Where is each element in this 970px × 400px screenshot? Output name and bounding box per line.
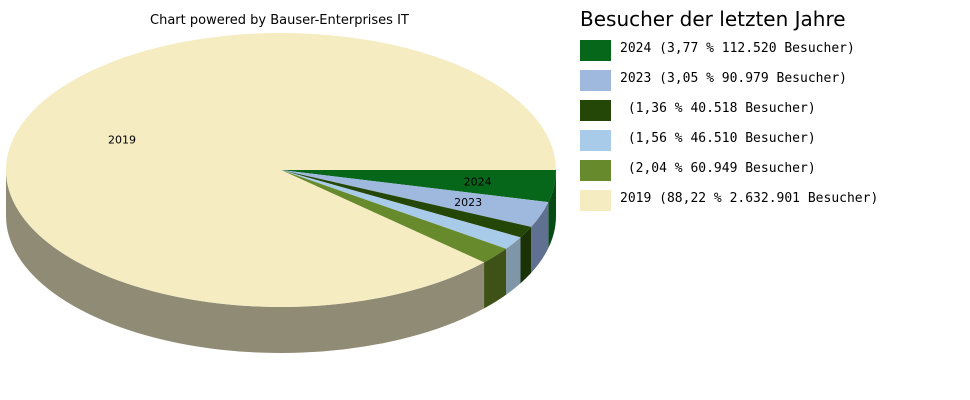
legend-label: (2,04 % 60.949 Besucher) bbox=[620, 161, 816, 176]
legend-label: 2019 (88,22 % 2.632.901 Besucher) bbox=[620, 191, 879, 206]
slice-label: 2019 bbox=[108, 133, 136, 146]
legend-swatch bbox=[580, 130, 611, 151]
pie-slice bbox=[281, 170, 549, 227]
pie-slice-side bbox=[6, 170, 485, 353]
legend-swatch bbox=[580, 40, 611, 61]
pie-slice bbox=[281, 170, 521, 249]
legend-label: (1,36 % 40.518 Besucher) bbox=[620, 101, 816, 116]
legend-swatch bbox=[580, 160, 611, 181]
pie-slice bbox=[6, 33, 556, 308]
pie-slice-side bbox=[520, 226, 532, 284]
legend: Besucher der letzten Jahre 2024 (3,77 % … bbox=[580, 6, 878, 220]
legend-title: Besucher der letzten Jahre bbox=[580, 7, 846, 31]
slice-label: 2024 bbox=[464, 176, 492, 189]
pie-slice bbox=[281, 170, 532, 238]
legend-label: 2023 (3,05 % 90.979 Besucher) bbox=[620, 71, 847, 86]
legend-swatch bbox=[580, 70, 611, 91]
legend-item-unlabeled-3: (2,04 % 60.949 Besucher) bbox=[580, 160, 878, 190]
legend-item-2024: 2024 (3,77 % 112.520 Besucher) bbox=[580, 40, 878, 70]
pie-slice-side bbox=[506, 237, 521, 295]
legend-item-2019: 2019 (88,22 % 2.632.901 Besucher) bbox=[580, 190, 878, 220]
legend-swatch bbox=[580, 100, 611, 121]
pie-slice-side bbox=[548, 170, 556, 249]
slice-label: 2023 bbox=[454, 196, 482, 209]
pie-slice-side bbox=[531, 202, 549, 273]
pie-slice bbox=[281, 170, 556, 203]
legend-swatch bbox=[580, 190, 611, 211]
legend-label: 2024 (3,77 % 112.520 Besucher) bbox=[620, 41, 855, 56]
legend-item-unlabeled-2: (1,56 % 46.510 Besucher) bbox=[580, 130, 878, 160]
legend-item-2023: 2023 (3,05 % 90.979 Besucher) bbox=[580, 70, 878, 100]
pie-slice bbox=[281, 170, 507, 263]
legend-label: (1,56 % 46.510 Besucher) bbox=[620, 131, 816, 146]
legend-item-unlabeled-1: (1,36 % 40.518 Besucher) bbox=[580, 100, 878, 130]
pie-slice-side bbox=[484, 248, 507, 309]
chart-credit: Chart powered by Bauser-Enterprises IT bbox=[150, 13, 409, 28]
legend-list: 2024 (3,77 % 112.520 Besucher) 2023 (3,0… bbox=[580, 40, 878, 220]
